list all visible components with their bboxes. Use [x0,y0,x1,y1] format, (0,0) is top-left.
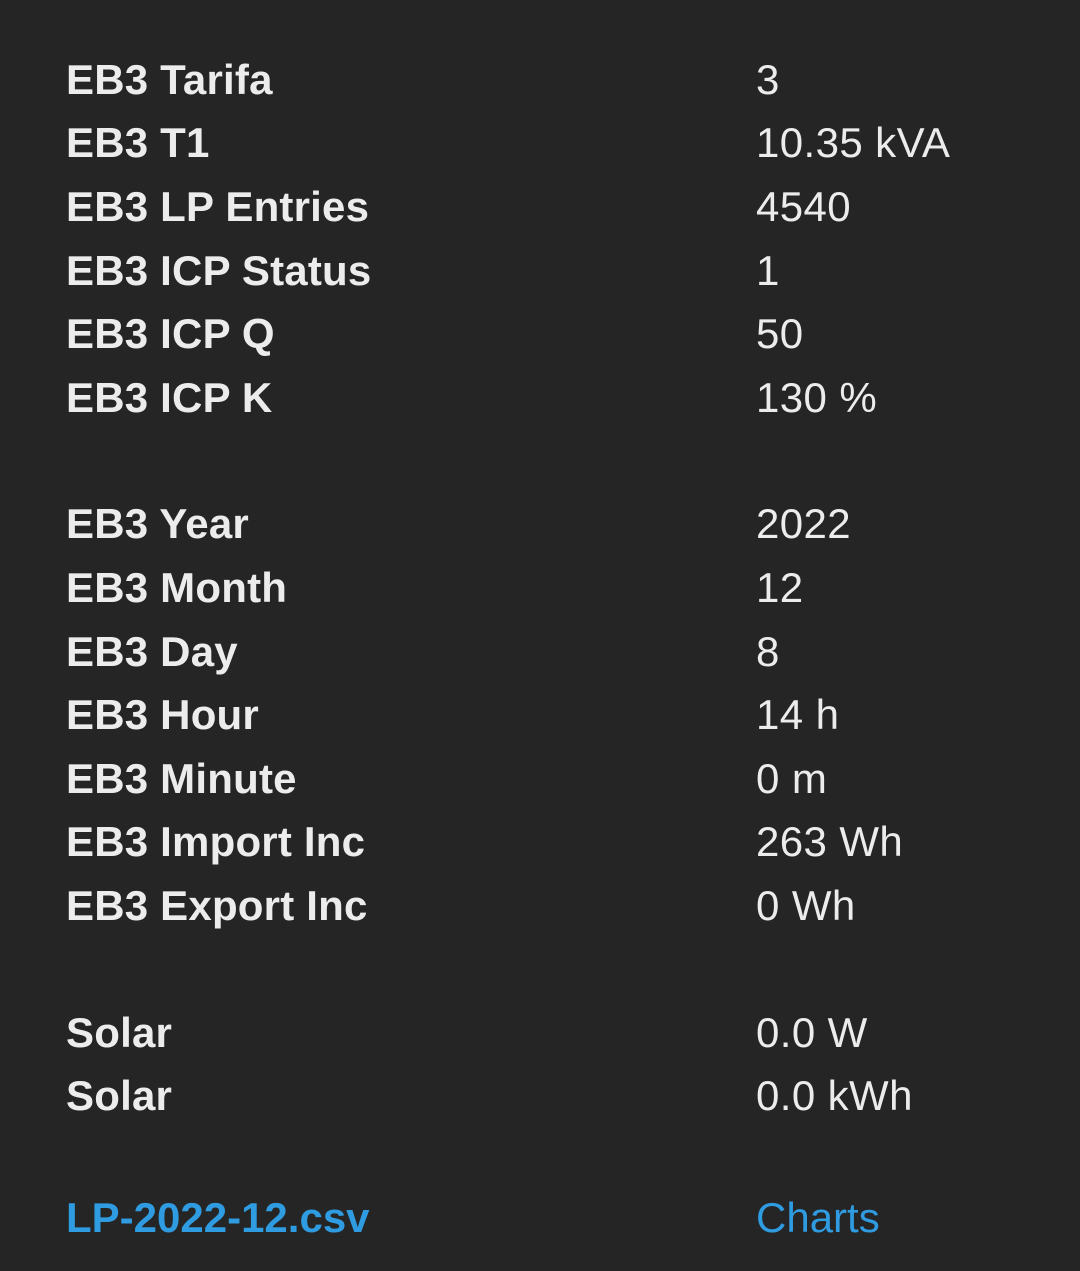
sensor-value: 14 h [756,691,840,739]
sensor-row-day: EB3 Day 8 [66,620,1026,684]
sensor-value: 12 [756,563,804,611]
sensor-row-month: EB3 Month 12 [66,556,1026,620]
sensor-label: EB3 ICP Status [66,246,372,294]
meter-group: EB3 Tarifa 3 EB3 T1 10.35 kVA EB3 LP Ent… [66,48,1026,430]
sensor-label: EB3 Day [66,627,238,675]
charts-link[interactable]: Charts [756,1194,880,1241]
sensor-value: 3 [756,55,780,103]
sensor-value: 130 % [756,373,878,421]
sensor-panel: EB3 Tarifa 3 EB3 T1 10.35 kVA EB3 LP Ent… [66,48,1026,1128]
datetime-group: EB3 Year 2022 EB3 Month 12 EB3 Day 8 EB3… [66,493,1026,938]
sensor-value: 50 [756,310,804,358]
sensor-value: 0.0 W [756,1008,868,1056]
sensor-label: Solar [66,1008,173,1056]
sensor-row-export-inc: EB3 Export Inc 0 Wh [66,874,1026,938]
spacer [66,938,1026,1001]
sensor-value: 0.0 kWh [756,1072,913,1120]
sensor-row-tarifa: EB3 Tarifa 3 [66,48,1026,112]
sensor-label: EB3 ICP Q [66,310,275,358]
links-row: LP-2022-12.csv Charts [66,1194,1026,1242]
sensor-label: EB3 T1 [66,119,210,167]
sensor-value: 0 Wh [756,881,856,929]
sensor-row-import-inc: EB3 Import Inc 263 Wh [66,811,1026,875]
sensor-label: EB3 Tarifa [66,55,273,103]
sensor-label: EB3 Minute [66,754,297,802]
sensor-label: EB3 ICP K [66,373,273,421]
sensor-value: 1 [756,246,780,294]
sensor-value: 2022 [756,500,852,548]
sensor-row-hour: EB3 Hour 14 h [66,683,1026,747]
sensor-value: 263 Wh [756,818,904,866]
solar-group: Solar 0.0 W Solar 0.0 kWh [66,1001,1026,1128]
sensor-row-icp-status: EB3 ICP Status 1 [66,239,1026,303]
sensor-label: EB3 Import Inc [66,818,366,866]
sensor-row-solar-power: Solar 0.0 W [66,1001,1026,1065]
sensor-value: 8 [756,627,780,675]
sensor-value: 0 m [756,754,828,802]
sensor-label: EB3 LP Entries [66,182,370,230]
csv-download-link[interactable]: LP-2022-12.csv [66,1194,370,1241]
sensor-label: EB3 Export Inc [66,881,368,929]
sensor-row-icp-k: EB3 ICP K 130 % [66,366,1026,430]
sensor-label: EB3 Hour [66,691,259,739]
sensor-row-t1: EB3 T1 10.35 kVA [66,112,1026,176]
sensor-value: 10.35 kVA [756,119,951,167]
sensor-row-year: EB3 Year 2022 [66,493,1026,557]
sensor-label: EB3 Month [66,563,288,611]
sensor-row-lp-entries: EB3 LP Entries 4540 [66,175,1026,239]
sensor-value: 4540 [756,182,852,230]
sensor-row-solar-energy: Solar 0.0 kWh [66,1064,1026,1128]
sensor-label: Solar [66,1072,173,1120]
sensor-row-minute: EB3 Minute 0 m [66,747,1026,811]
sensor-label: EB3 Year [66,500,249,548]
sensor-row-icp-q: EB3 ICP Q 50 [66,302,1026,366]
spacer [66,430,1026,493]
